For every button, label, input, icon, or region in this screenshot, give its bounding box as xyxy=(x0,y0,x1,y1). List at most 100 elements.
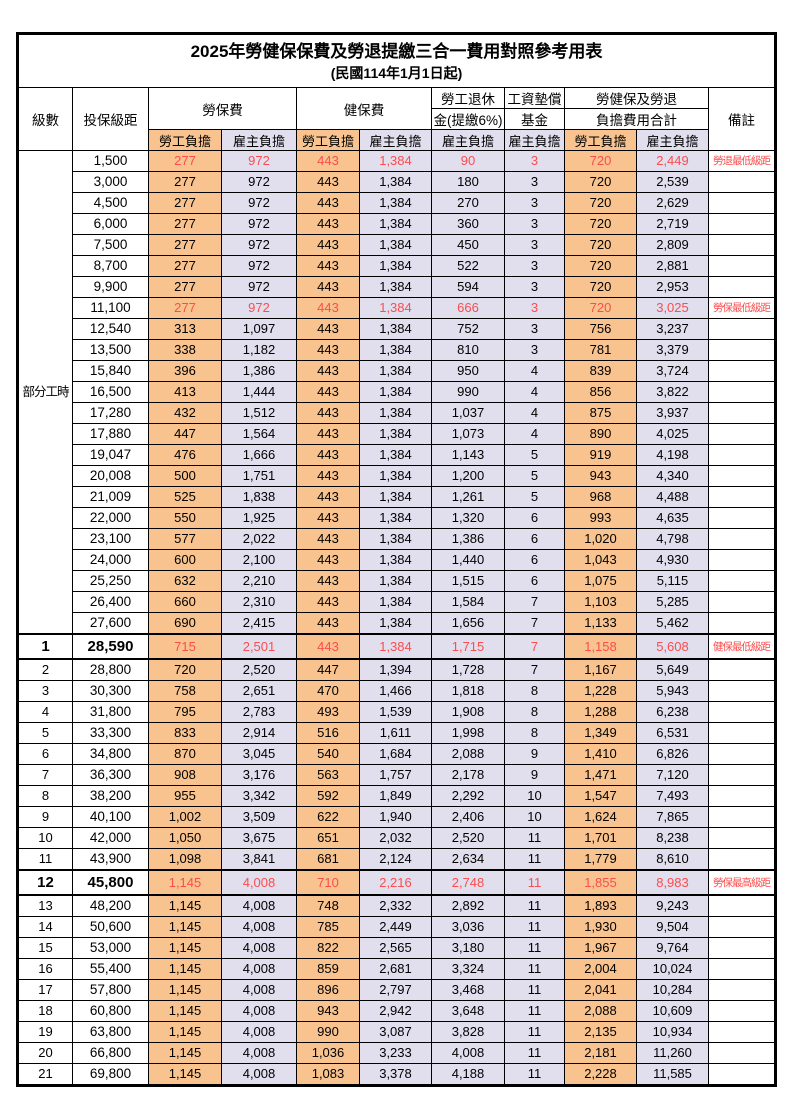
total-employee-cell: 1,547 xyxy=(564,785,637,807)
bracket-cell: 8,700 xyxy=(72,255,149,277)
wage-fund-employer-cell: 5 xyxy=(504,465,565,487)
remark-cell xyxy=(707,549,777,571)
total-employer-cell: 4,798 xyxy=(636,528,709,550)
wage-fund-employer-cell: 8 xyxy=(504,722,565,744)
pension-employer-cell: 3,468 xyxy=(431,979,505,1001)
subheader-wage-fund-employer: 雇主負擔 xyxy=(504,129,565,151)
wage-fund-employer-cell: 3 xyxy=(504,297,565,319)
pension-employer-cell: 522 xyxy=(431,255,505,277)
labor-employee-cell: 500 xyxy=(148,465,222,487)
total-employer-cell: 4,340 xyxy=(636,465,709,487)
level-cell: 5 xyxy=(17,722,73,744)
health-employee-cell: 443 xyxy=(296,486,360,508)
pension-employer-cell: 810 xyxy=(431,339,505,361)
total-employee-cell: 720 xyxy=(564,234,637,256)
table-row: 23,100 577 2,022 443 1,384 1,386 6 1,020 4,798 xyxy=(18,528,777,550)
labor-employer-cell: 1,444 xyxy=(221,381,297,403)
labor-employee-cell: 277 xyxy=(148,213,222,235)
total-employer-cell: 8,983 xyxy=(636,869,709,896)
health-employer-cell: 1,384 xyxy=(359,234,432,256)
wage-fund-employer-cell: 7 xyxy=(504,633,565,660)
wage-fund-employer-cell: 3 xyxy=(504,171,565,193)
table-row: 17,280 432 1,512 443 1,384 1,037 4 875 3,937 xyxy=(18,402,777,424)
bracket-cell: 25,250 xyxy=(72,570,149,592)
level-cell: 6 xyxy=(17,743,73,765)
wage-fund-employer-cell: 3 xyxy=(504,318,565,340)
labor-employer-cell: 972 xyxy=(221,255,297,277)
health-employer-cell: 2,942 xyxy=(359,1000,432,1022)
bracket-cell: 33,300 xyxy=(72,722,149,744)
total-employer-cell: 3,822 xyxy=(636,381,709,403)
pension-employer-cell: 3,180 xyxy=(431,937,505,959)
health-employer-cell: 1,384 xyxy=(359,255,432,277)
health-employer-cell: 1,384 xyxy=(359,150,432,172)
subheader-labor-employer: 雇主負擔 xyxy=(221,129,297,151)
bracket-cell: 42,000 xyxy=(72,827,149,849)
remark-cell xyxy=(707,1063,777,1086)
remark-cell xyxy=(707,806,777,828)
labor-employee-cell: 1,145 xyxy=(148,869,222,896)
labor-employee-cell: 1,145 xyxy=(148,1042,222,1064)
pension-employer-cell: 1,073 xyxy=(431,423,505,445)
labor-employee-cell: 476 xyxy=(148,444,222,466)
bracket-cell: 31,800 xyxy=(72,701,149,723)
total-employer-cell: 6,826 xyxy=(636,743,709,765)
health-employee-cell: 443 xyxy=(296,171,360,193)
header-health-insurance: 健保費 xyxy=(296,87,432,130)
health-employee-cell: 443 xyxy=(296,297,360,319)
health-employee-cell: 443 xyxy=(296,423,360,445)
table-row: 9 40,100 1,002 3,509 622 1,940 2,406 10 1,624 7,8… xyxy=(17,806,777,828)
remark-cell xyxy=(707,171,777,193)
wage-fund-employer-cell: 4 xyxy=(504,402,565,424)
labor-employee-cell: 758 xyxy=(148,680,222,702)
total-employer-cell: 5,649 xyxy=(636,658,709,681)
bracket-cell: 3,000 xyxy=(72,171,149,193)
table-row: 5 33,300 833 2,914 516 1,611 1,998 8 1,349 6,531 xyxy=(17,722,777,744)
pension-employer-cell: 2,520 xyxy=(431,827,505,849)
wage-fund-employer-cell: 3 xyxy=(504,192,565,214)
health-employer-cell: 2,681 xyxy=(359,958,432,980)
table-row: 13,500 338 1,182 443 1,384 810 3 781 3,379 xyxy=(18,339,777,361)
labor-employee-cell: 1,145 xyxy=(148,937,222,959)
health-employer-cell: 2,032 xyxy=(359,827,432,849)
bracket-cell: 30,300 xyxy=(72,680,149,702)
wage-fund-employer-cell: 6 xyxy=(504,549,565,571)
bracket-cell: 63,800 xyxy=(72,1021,149,1043)
table-row: 22,000 550 1,925 443 1,384 1,320 6 993 4,635 xyxy=(18,507,777,529)
total-employer-cell: 6,531 xyxy=(636,722,709,744)
wage-fund-employer-cell: 9 xyxy=(504,764,565,786)
table-row: 21,009 525 1,838 443 1,384 1,261 5 968 4,488 xyxy=(18,486,777,508)
table-row: 20 66,800 1,145 4,008 1,036 3,233 4,008 11 2,181… xyxy=(17,1042,777,1064)
pension-employer-cell: 752 xyxy=(431,318,505,340)
pension-employer-cell: 3,648 xyxy=(431,1000,505,1022)
labor-employer-cell: 2,310 xyxy=(221,591,297,613)
bracket-cell: 1,500 xyxy=(72,150,149,172)
health-employee-cell: 622 xyxy=(296,806,360,828)
remark-cell xyxy=(707,402,777,424)
labor-employer-cell: 3,675 xyxy=(221,827,297,849)
pension-employer-cell: 2,748 xyxy=(431,869,505,896)
total-employee-cell: 875 xyxy=(564,402,637,424)
health-employer-cell: 1,384 xyxy=(359,507,432,529)
pension-employer-cell: 360 xyxy=(431,213,505,235)
total-employee-cell: 856 xyxy=(564,381,637,403)
labor-employee-cell: 338 xyxy=(148,339,222,361)
wage-fund-employer-cell: 11 xyxy=(504,827,565,849)
labor-employee-cell: 413 xyxy=(148,381,222,403)
labor-employer-cell: 3,509 xyxy=(221,806,297,828)
remark-cell xyxy=(707,465,777,487)
wage-fund-employer-cell: 10 xyxy=(504,785,565,807)
total-employee-cell: 720 xyxy=(564,171,637,193)
labor-employer-cell: 2,651 xyxy=(221,680,297,702)
health-employee-cell: 443 xyxy=(296,213,360,235)
total-employer-cell: 7,493 xyxy=(636,785,709,807)
bracket-cell: 40,100 xyxy=(72,806,149,828)
total-employer-cell: 8,610 xyxy=(636,848,709,871)
labor-employer-cell: 1,838 xyxy=(221,486,297,508)
labor-employer-cell: 4,008 xyxy=(221,916,297,938)
header-remark: 備註 xyxy=(707,87,777,151)
total-employer-cell: 6,238 xyxy=(636,701,709,723)
labor-employee-cell: 550 xyxy=(148,507,222,529)
wage-fund-employer-cell: 8 xyxy=(504,680,565,702)
labor-employer-cell: 4,008 xyxy=(221,1042,297,1064)
